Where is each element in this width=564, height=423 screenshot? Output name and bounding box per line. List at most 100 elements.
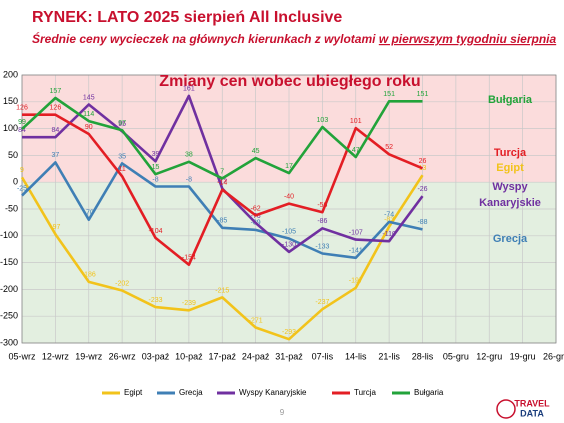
data-label: 84 — [51, 127, 59, 134]
data-label: -202 — [115, 280, 129, 287]
series-annotation: Wyspy — [492, 181, 528, 193]
data-label: 26 — [419, 158, 427, 165]
x-tick-label: 14-lis — [345, 351, 367, 361]
x-tick-label: 31-paź — [275, 351, 303, 361]
data-label: -86 — [317, 218, 327, 225]
data-label: -293 — [282, 329, 296, 336]
series-line — [21, 161, 423, 260]
data-label: -26 — [417, 186, 427, 193]
data-label: -12 — [217, 178, 227, 185]
data-label: -215 — [215, 287, 229, 294]
data-label: -85 — [217, 218, 227, 225]
x-tick-label: 17-paź — [208, 351, 236, 361]
data-label: -25 — [17, 185, 27, 192]
inner-title: Zmiany cen wobec ubiegłego roku — [159, 73, 420, 90]
data-label: 9 — [20, 167, 24, 174]
y-tick-label: 0 — [13, 177, 18, 187]
data-label: 11 — [118, 166, 125, 173]
x-tick-label: 12-wrz — [42, 351, 70, 361]
data-label: -105 — [282, 228, 296, 235]
x-tick-label: 05-gru — [443, 351, 469, 361]
series-line — [22, 113, 424, 266]
data-label: -233 — [148, 297, 162, 304]
data-label: 151 — [383, 91, 395, 98]
legend-label: Egipt — [124, 388, 143, 397]
series-line — [20, 174, 424, 341]
data-label: 35 — [118, 153, 126, 160]
data-label: -74 — [384, 212, 394, 219]
series-line — [21, 96, 423, 180]
data-label: 126 — [16, 105, 28, 112]
data-label: -237 — [315, 299, 329, 306]
x-tick-label: 26-wrz — [109, 351, 137, 361]
data-label: 101 — [350, 118, 362, 125]
series-annotation: Grecja — [493, 233, 528, 245]
data-label: -130 — [282, 242, 296, 249]
data-label: -107 — [349, 229, 363, 236]
data-label: -141 — [349, 248, 363, 255]
subtitle-underlined: w pierwszym tygodniu sierpnia — [379, 32, 557, 46]
data-label: -56 — [317, 202, 327, 209]
data-label: 157 — [50, 88, 62, 95]
legend-label: Wyspy Kanaryjskie — [239, 388, 307, 397]
data-label: 7 — [220, 168, 224, 175]
data-label: -83 — [384, 217, 394, 224]
y-tick-label: -300 — [0, 337, 18, 347]
plot-border — [21, 74, 557, 344]
data-label: -239 — [182, 300, 196, 307]
data-label: 38 — [185, 152, 193, 159]
data-label: 90 — [85, 124, 93, 131]
x-tick-label: 24-paź — [242, 351, 270, 361]
data-label: -97 — [50, 224, 60, 231]
subtitle: Średnie ceny wycieczek na głównych kieru… — [32, 31, 557, 46]
data-label: 15 — [152, 164, 160, 171]
data-label: 47 — [352, 147, 360, 154]
data-label: 17 — [285, 163, 293, 170]
data-label: -14 — [217, 180, 227, 187]
logo-text: DATA — [520, 408, 544, 418]
data-label: 52 — [385, 144, 393, 151]
data-label: -70 — [84, 210, 94, 217]
data-label: 151 — [417, 91, 429, 98]
logo-text: TRAVEL — [514, 398, 550, 408]
chart-title: RYNEK: LATO 2025 sierpień All Inclusive — [32, 9, 342, 26]
data-label: 145 — [83, 94, 95, 101]
x-tick-label: 19-wrz — [75, 351, 103, 361]
series-annotation: Kanaryjskie — [479, 197, 541, 209]
y-tick-label: 100 — [3, 123, 18, 133]
y-tick-label: 50 — [8, 150, 18, 160]
y-tick-label: 200 — [3, 69, 18, 79]
data-label: 39 — [152, 151, 160, 158]
data-label: -88 — [417, 219, 427, 226]
x-tick-label: 07-lis — [312, 351, 334, 361]
data-label: 84 — [18, 127, 26, 134]
data-label: 97 — [118, 120, 126, 127]
x-tick-label: 12-gru — [476, 351, 502, 361]
y-tick-label: -250 — [0, 311, 18, 321]
data-label: -8 — [152, 176, 158, 183]
data-label: -271 — [249, 317, 263, 324]
data-label: 37 — [51, 152, 59, 159]
data-label: 13 — [419, 165, 427, 172]
data-label: 99 — [18, 119, 26, 126]
data-label: -154 — [182, 255, 196, 262]
y-tick-label: -200 — [0, 284, 18, 294]
series-annotation: Egipt — [496, 162, 524, 174]
data-label: -104 — [148, 228, 162, 235]
legend-label: Grecja — [179, 388, 203, 397]
x-tick-label: 10-paź — [175, 351, 203, 361]
y-tick-label: 150 — [3, 96, 18, 106]
data-label: 126 — [50, 105, 62, 112]
data-label: -133 — [315, 243, 329, 250]
legend-label: Bułgaria — [414, 388, 444, 397]
series-annotation: Turcja — [494, 147, 527, 159]
data-label: 103 — [317, 117, 329, 124]
data-label: 161 — [183, 86, 195, 93]
data-label: 114 — [83, 111, 94, 118]
y-tick-label: -50 — [5, 203, 18, 213]
x-tick-label: 05-wrz — [8, 351, 36, 361]
data-label: 45 — [252, 148, 260, 155]
data-label: -40 — [284, 193, 294, 200]
series-annotation: Bułgaria — [488, 94, 533, 106]
